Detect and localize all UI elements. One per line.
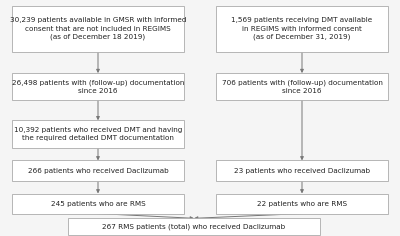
Text: 267 RMS patients (total) who received Daclizumab: 267 RMS patients (total) who received Da… <box>102 223 286 230</box>
Bar <box>12 194 184 214</box>
Text: 26,498 patients with (follow-up) documentation
since 2016: 26,498 patients with (follow-up) documen… <box>12 79 184 94</box>
Text: 266 patients who received Daclizumab: 266 patients who received Daclizumab <box>28 168 168 173</box>
Text: 22 patients who are RMS: 22 patients who are RMS <box>257 201 347 206</box>
Bar <box>216 160 388 181</box>
Bar <box>68 218 320 235</box>
Bar <box>12 120 184 148</box>
Text: 10,392 patients who received DMT and having
the required detailed DMT documentat: 10,392 patients who received DMT and hav… <box>14 127 182 141</box>
Text: 1,569 patients receiving DMT available
in REGIMS with informed consent
(as of De: 1,569 patients receiving DMT available i… <box>231 17 373 40</box>
Text: 706 patients with (follow-up) documentation
since 2016: 706 patients with (follow-up) documentat… <box>222 79 382 94</box>
Bar <box>12 73 184 100</box>
Bar <box>12 160 184 181</box>
Bar <box>216 194 388 214</box>
Text: 245 patients who are RMS: 245 patients who are RMS <box>51 201 145 206</box>
Text: 30,239 patients available in GMSR with informed
consent that are not included in: 30,239 patients available in GMSR with i… <box>10 17 186 40</box>
Bar <box>216 6 388 52</box>
Bar <box>216 73 388 100</box>
Text: 23 patients who received Daclizumab: 23 patients who received Daclizumab <box>234 168 370 173</box>
Bar <box>12 6 184 52</box>
